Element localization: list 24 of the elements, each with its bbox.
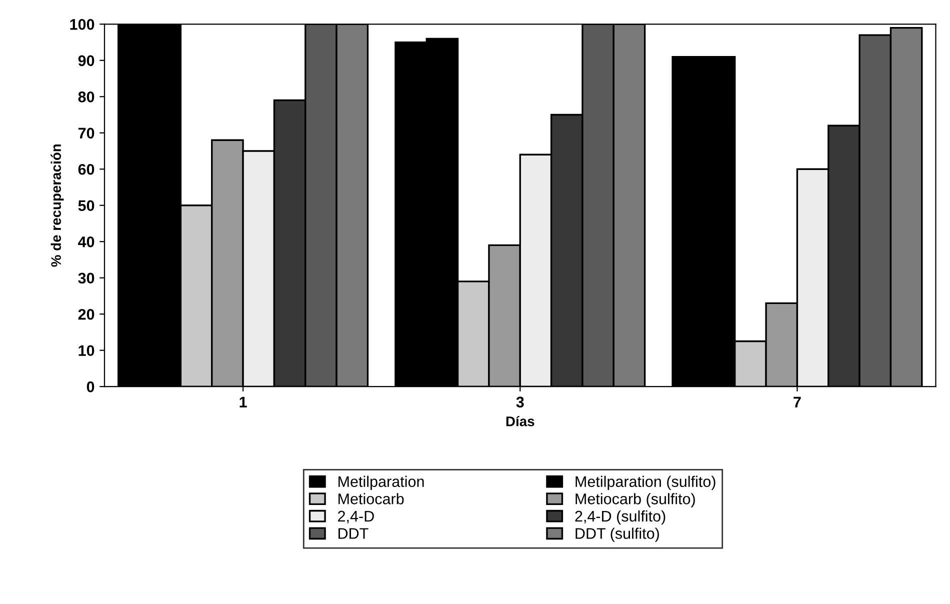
y-tick-label: 0 <box>86 381 94 392</box>
y-tick-label: 50 <box>78 200 94 212</box>
legend-label: DDT (sulfito) <box>576 528 659 542</box>
y-tick-label: 90 <box>78 55 94 66</box>
x-tick-label: 1 <box>240 396 247 408</box>
y-tick-label: 100 <box>70 19 94 30</box>
y-tick-label: 20 <box>78 308 94 320</box>
y-tick-label: 70 <box>78 128 94 139</box>
legend-label: DDT <box>338 528 368 539</box>
y-tick-label: 10 <box>78 345 94 356</box>
legend-label: Metiocarb (sulfito) <box>576 493 695 508</box>
y-tick-label: 80 <box>78 92 94 102</box>
legend-label: 2,4-D <box>338 510 374 524</box>
x-tick-label: 3 <box>516 396 524 408</box>
legend-label: Metiocarb <box>338 493 404 504</box>
y-axis-title: % de recuperación <box>50 144 64 267</box>
x-axis-title: Días <box>506 416 534 426</box>
legend-label: 2,4-D (sulfito) <box>575 510 666 525</box>
y-tick-label: 60 <box>78 164 94 175</box>
legend-label: Metilparation (sulfito) <box>576 476 716 490</box>
y-tick-label: 30 <box>78 272 94 284</box>
legend-label: Metilparation <box>338 476 424 490</box>
x-tick-label: 7 <box>794 396 801 408</box>
y-tick-label: 40 <box>78 236 94 248</box>
